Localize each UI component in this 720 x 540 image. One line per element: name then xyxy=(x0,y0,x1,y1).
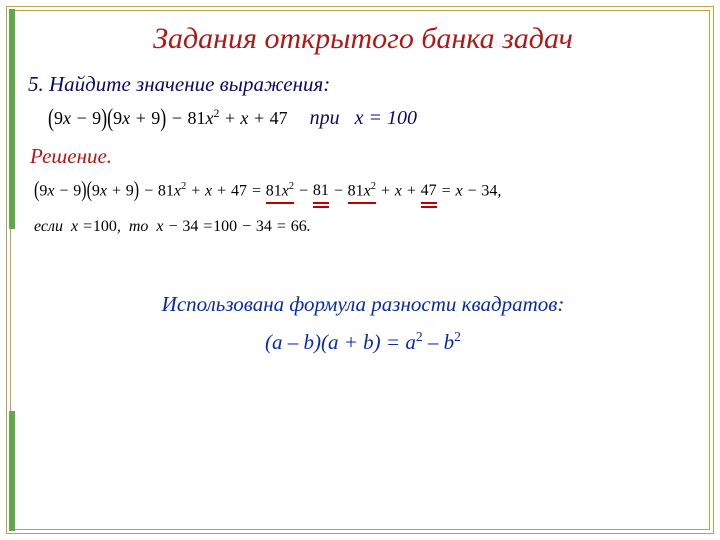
term-81x2-a: 81x2 xyxy=(266,181,294,200)
task-number: 5. xyxy=(28,72,44,96)
condition-prefix: при xyxy=(310,107,340,129)
solution-label: Решение. xyxy=(30,144,698,169)
condition-body: х = 100 xyxy=(355,107,417,129)
step-1: (9x − 9)(9x + 9) − 81x2 + x + 47 = 81x2 … xyxy=(34,181,698,200)
condition: при х = 100 xyxy=(310,107,417,130)
task-line: 5. Найдите значение выражения: xyxy=(28,72,698,97)
step-2: если x =100, то x − 34 =100 − 34 = 66. xyxy=(34,218,698,236)
term-81: 81 xyxy=(313,182,329,200)
expression: (9x − 9)(9x + 9) − 81x2 + x + 47 xyxy=(48,107,288,129)
formula-note: Использована формула разности квадратов: xyxy=(28,292,698,317)
formula: (a – b)(a + b) = a2 – b2 xyxy=(28,329,698,355)
expression-row: (9x − 9)(9x + 9) − 81x2 + x + 47 при х =… xyxy=(48,107,698,130)
term-47: 47 xyxy=(421,182,437,200)
accent-bar-bottom xyxy=(9,411,15,531)
slide-content: Задания открытого банка задач 5. Найдите… xyxy=(28,18,698,522)
page-title: Задания открытого банка задач xyxy=(28,22,698,56)
accent-bar-top xyxy=(9,9,15,229)
task-text: Найдите значение выражения: xyxy=(49,72,330,96)
term-81x2-b: 81x2 xyxy=(348,181,376,200)
